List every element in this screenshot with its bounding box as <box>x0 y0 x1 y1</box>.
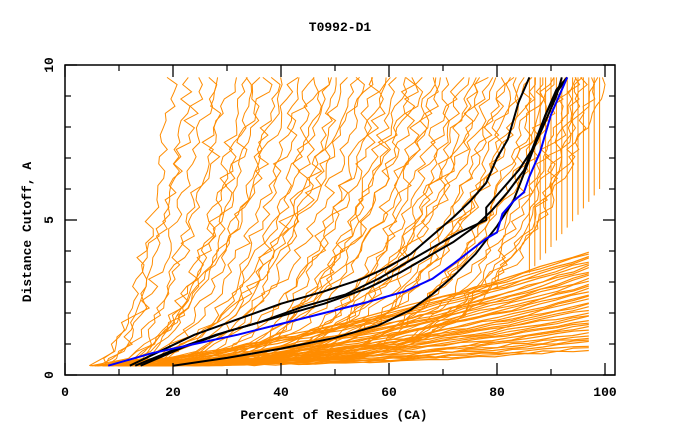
y-tick-label: 10 <box>42 57 57 73</box>
model-curve <box>110 77 555 367</box>
highlight-lines <box>107 76 569 367</box>
x-tick-labels: 0 20 40 60 80 100 <box>61 385 617 400</box>
model-curve <box>97 263 589 367</box>
model-curve <box>117 77 481 367</box>
y-tick-labels: 0 5 10 <box>42 57 57 379</box>
model-curve <box>134 283 590 367</box>
model-curve <box>98 77 237 367</box>
model-curve <box>102 77 494 367</box>
model-curve <box>129 77 337 367</box>
x-tick-label: 60 <box>381 385 397 400</box>
model-curve <box>95 77 424 367</box>
model-curve <box>93 77 348 367</box>
x-tick-label: 40 <box>273 385 289 400</box>
x-tick-label: 80 <box>489 385 505 400</box>
model-curve <box>88 76 178 367</box>
model-curve <box>105 77 465 367</box>
model-curve <box>106 77 193 367</box>
x-tick-label: 20 <box>165 385 181 400</box>
model-curve <box>94 77 330 367</box>
model-curve <box>99 76 299 367</box>
model-curve <box>100 251 589 366</box>
model-curve <box>132 77 281 367</box>
model-curve <box>89 77 441 367</box>
plot-lines <box>88 76 606 367</box>
y-tick-label: 0 <box>42 371 57 379</box>
model-curve <box>103 77 204 366</box>
model-curve <box>127 77 450 367</box>
x-axis-label: Percent of Residues (CA) <box>240 408 427 423</box>
model-curve <box>98 77 533 367</box>
x-tick-label: 100 <box>593 385 617 400</box>
x-tick-label: 0 <box>61 385 69 400</box>
chart-title: T0992-D1 <box>309 20 372 35</box>
model-curve <box>141 77 380 367</box>
model-curve <box>104 77 218 366</box>
y-tick-label: 5 <box>42 216 57 224</box>
reference-blue-line <box>107 77 569 367</box>
model-curve <box>121 76 489 367</box>
model-curve <box>134 77 300 367</box>
model-curve <box>120 271 589 367</box>
highlight-4-line <box>140 76 568 367</box>
model-curve <box>94 77 315 367</box>
model-curve <box>90 77 261 367</box>
model-curve <box>132 77 387 367</box>
model-curve <box>131 77 419 367</box>
model-curve <box>136 77 416 367</box>
model-curve <box>91 77 497 367</box>
model-curve <box>126 76 515 367</box>
y-axis-label: Distance Cutoff, A <box>20 162 35 303</box>
model-curve <box>106 77 374 367</box>
model-curve <box>148 77 332 367</box>
model-curve <box>101 257 590 366</box>
axis-ticks <box>64 64 615 376</box>
model-curve <box>119 77 273 367</box>
model-curve <box>134 294 589 367</box>
model-curve <box>105 77 253 367</box>
highlight-2-line <box>129 77 531 367</box>
model-curve <box>94 77 365 367</box>
model-curve <box>121 77 248 367</box>
model-curve <box>131 77 470 367</box>
